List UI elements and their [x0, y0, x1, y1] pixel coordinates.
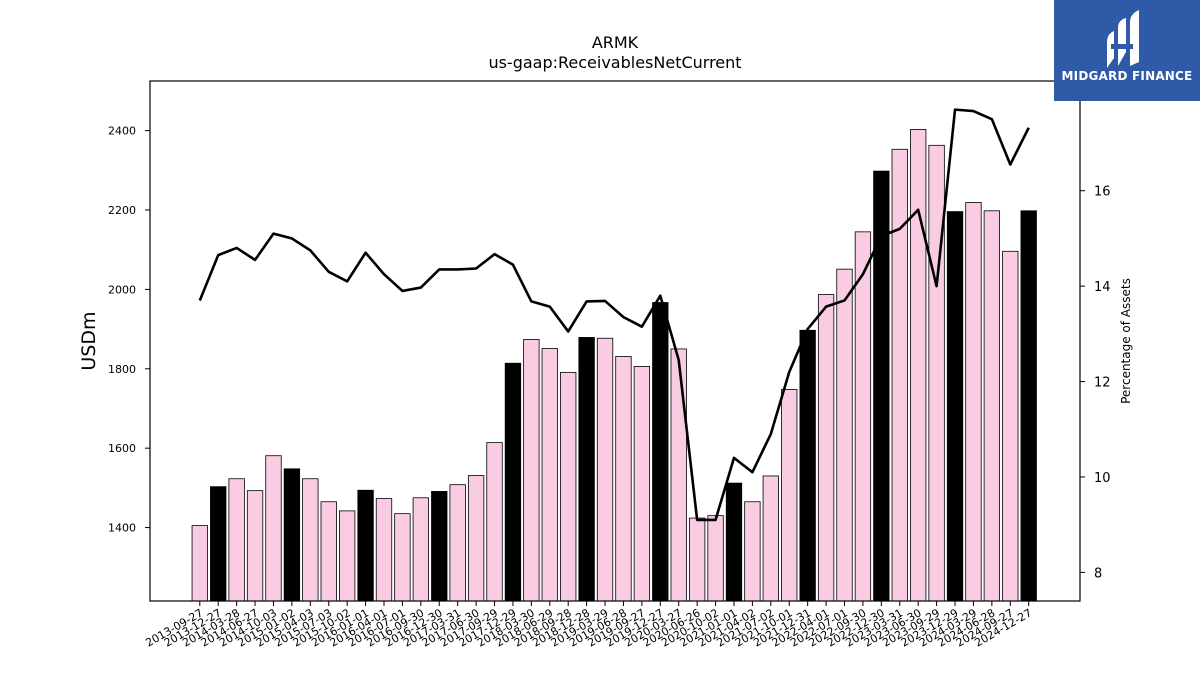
bar: [1020, 210, 1037, 602]
bar: [394, 513, 411, 602]
bar: [725, 482, 743, 602]
bar: [615, 356, 632, 602]
bar: [265, 455, 282, 602]
y2-tick-label: 12: [1094, 376, 1111, 391]
bar: [891, 148, 908, 602]
bar: [744, 501, 761, 602]
midgard-finance-logo: MIDGARD FINANCE: [1054, 0, 1200, 101]
bar: [504, 362, 522, 602]
bar: [965, 202, 982, 602]
y2-tick-label: 14: [1094, 280, 1111, 295]
bar: [375, 498, 393, 602]
bar: [707, 515, 724, 602]
bar: [246, 490, 264, 602]
bar: [688, 517, 706, 602]
bar: [1002, 250, 1019, 602]
bar: [210, 486, 227, 602]
bar: [412, 497, 429, 602]
bar: [320, 501, 337, 602]
bar: [596, 337, 614, 602]
bar: [486, 442, 503, 602]
bar: [633, 365, 651, 602]
y2-tick-label: 10: [1094, 471, 1111, 486]
bar: [449, 484, 466, 602]
bar: [302, 478, 319, 602]
chart-subtitle: us-gaap:ReceivablesNetCurrent: [488, 53, 742, 72]
bar: [541, 348, 558, 602]
bar: [431, 491, 448, 602]
y-tick-label: 2000: [108, 283, 136, 296]
y-tick-label: 2400: [108, 125, 136, 138]
bar: [946, 211, 964, 602]
bar: [523, 339, 540, 602]
y2-tick-label: 16: [1094, 185, 1111, 200]
bar: [191, 525, 208, 602]
logo-text: MIDGARD FINANCE: [1061, 69, 1193, 83]
bar: [652, 302, 669, 602]
y2-axis-label: Percentage of Assets: [1119, 278, 1133, 404]
percentage-line: [198, 108, 1030, 522]
bar: [910, 129, 927, 602]
bar: [928, 144, 945, 602]
bar: [983, 210, 1001, 602]
bar: [283, 468, 301, 602]
bar: [467, 475, 485, 602]
bar: [560, 371, 577, 602]
y-tick-label: 2200: [108, 204, 136, 217]
y-tick-label: 1800: [108, 363, 136, 376]
logo-mark-icon: [1107, 10, 1139, 68]
bar: [762, 475, 779, 602]
bar: [817, 294, 835, 602]
y2-tick-label: 8: [1094, 566, 1102, 581]
y-tick-label: 1400: [108, 522, 136, 535]
bar: [854, 231, 872, 602]
bar: [781, 389, 798, 602]
bar: [357, 489, 374, 602]
bar: [339, 510, 356, 602]
bar: [836, 268, 853, 602]
bar: [670, 348, 687, 602]
plot-frame: [149, 80, 1081, 602]
bar: [799, 329, 816, 602]
y-tick-label: 1600: [108, 442, 136, 455]
bar: [578, 337, 595, 602]
chart-title: ARMK: [591, 33, 639, 52]
y-axis-label: USDm: [78, 311, 100, 370]
bar: [228, 478, 245, 602]
